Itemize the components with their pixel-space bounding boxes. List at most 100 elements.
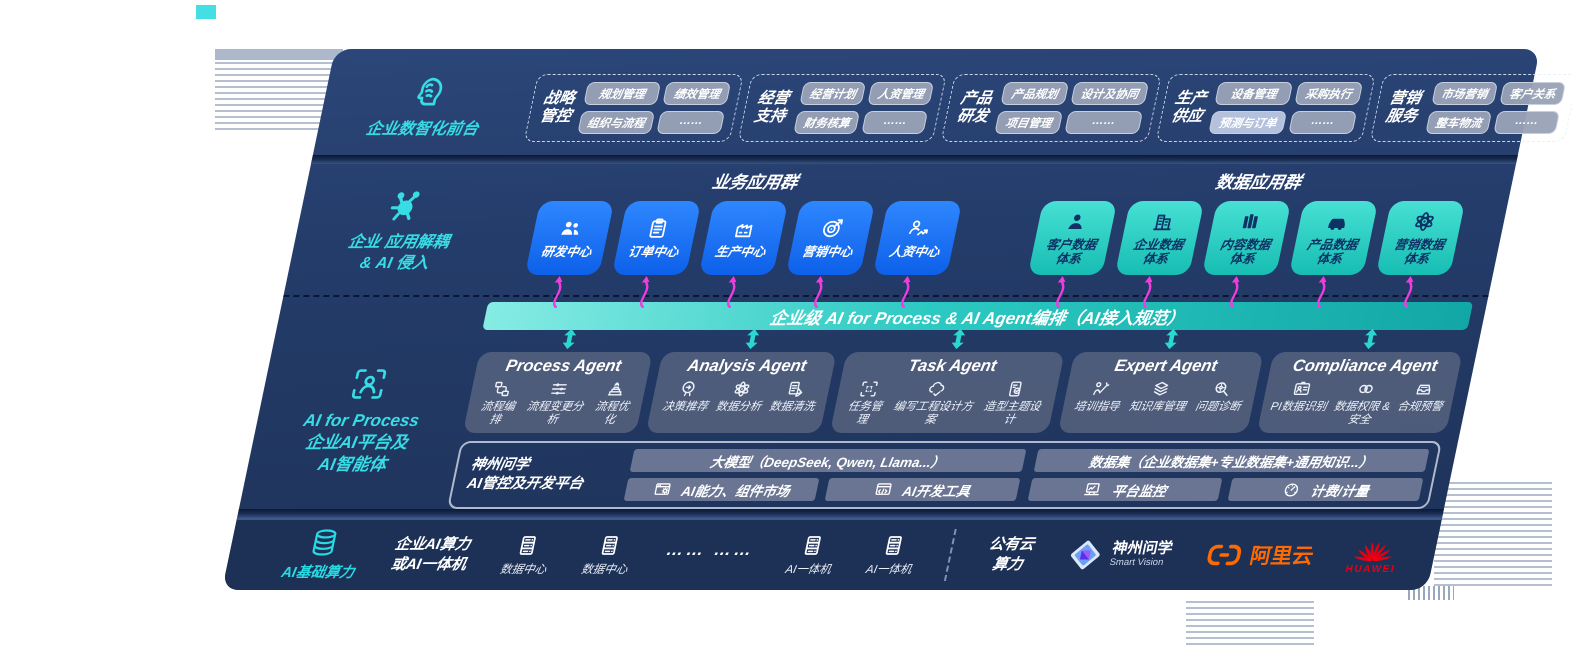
clipboard-icon	[643, 216, 673, 241]
aliyun-name: 阿里云	[1247, 544, 1316, 568]
node-label: AI一体机	[864, 563, 913, 576]
ai-appliance-node: AI一体机	[784, 533, 839, 577]
agent-title: Process Agent	[504, 357, 623, 376]
stripe-decor-bar	[215, 49, 343, 60]
tile-label: 研发中心	[539, 245, 593, 260]
agent-item-label: 数据分析	[714, 401, 763, 414]
hr-growth-icon	[904, 216, 934, 241]
tile-order-center: 订单中心	[611, 200, 702, 308]
compute-layer: AI基础算力 企业AI算力 或AI一体机 数据中心 数据中心 …… …… AI一…	[222, 517, 1443, 590]
main-panel: 企业数智化前台 战略管控 规划管理 绩效管理 组织与流程 …… 经营支持 经营计…	[222, 49, 1572, 590]
tile-customer-data: 客户数据体系	[1028, 200, 1118, 308]
stripe-decor-right	[1434, 482, 1552, 588]
content-bars-icon	[1235, 209, 1265, 234]
chip: 经营计划	[799, 82, 867, 106]
layer-separator	[311, 155, 1518, 164]
platform-name-line1: 神州问学	[469, 456, 531, 473]
chip: 设备管理	[1214, 82, 1293, 106]
magenta-arrow	[726, 275, 737, 308]
chip: 整车物流	[1425, 111, 1492, 135]
group-strategy: 战略管控 规划管理 绩效管理 组织与流程 ……	[523, 74, 745, 143]
tile-label: 企业数据体系	[1131, 238, 1185, 267]
agent-title: Task Agent	[906, 357, 999, 376]
magenta-arrow	[1317, 275, 1327, 308]
chip: 客户关系	[1499, 82, 1566, 106]
dataset-bar-label: 数据集（企业数据集+专业数据集+通用知识...）	[1087, 454, 1375, 470]
flow-icon	[490, 379, 514, 399]
label-zh1: 企业AI平台及	[303, 433, 410, 453]
server-icon	[594, 533, 624, 558]
huawei-petals-icon	[1354, 541, 1392, 561]
monitor-chart-icon	[1081, 480, 1104, 499]
magenta-arrow	[639, 275, 650, 308]
agent-item-label: 编写工程设计方案	[892, 401, 974, 426]
target-icon	[817, 216, 847, 241]
front-office-rail: 企业数智化前台	[316, 75, 538, 141]
tile-marketing-center: 营销中心	[785, 200, 876, 308]
tile-label: 订单中心	[626, 245, 680, 260]
teal-updown-arrow	[562, 329, 576, 350]
tile-label: 营销数据体系	[1392, 238, 1446, 267]
label-zh2: AI智能体	[316, 455, 389, 475]
cloud-line2: 算力	[990, 555, 1025, 573]
orchestration-zone: 企业级 AI for Process & AI Agent编排（AI接入规范）	[276, 295, 1489, 332]
agents-row: Process Agent 流程编排 流程变更分析 流程优化 Analysis …	[462, 329, 1463, 434]
agent-title: Analysis Agent	[685, 357, 809, 376]
agent-item-label: 问题诊断	[1194, 401, 1242, 414]
public-cloud-label: 公有云 算力	[983, 535, 1036, 574]
datacenter-node: 数据中心	[580, 533, 635, 577]
server-icon	[879, 533, 909, 558]
group-name: 经营支持	[752, 89, 791, 126]
magenta-arrow	[1230, 275, 1240, 308]
group-operation: 经营支持 经营计划 人资管理 财务核算 ……	[737, 74, 948, 143]
group-marketing: 营销服务 市场营销 客户关系 整车物流 ……	[1369, 74, 1572, 143]
app-decouple-rail: 企业 应用解耦 & AI 侵入	[284, 168, 519, 296]
teal-square-decor	[196, 5, 216, 19]
doc-clean-icon	[784, 379, 808, 399]
chip: 市场营销	[1431, 82, 1498, 106]
chip: 人资管理	[867, 82, 935, 106]
magnify-gear-icon	[1210, 379, 1234, 399]
ai-market-cell: AI能力、组件市场	[623, 478, 820, 502]
enterprise-compute-label: 企业AI算力 或AI一体机	[389, 535, 472, 574]
data-group-title: 数据应用群	[1213, 172, 1303, 192]
team-icon	[556, 216, 586, 241]
agent-title: Compliance Agent	[1291, 357, 1440, 376]
agent-item-label: 数据权限 & 安全	[1332, 401, 1392, 426]
chip: 绩效管理	[662, 82, 732, 106]
ai-tools-label: AI开发工具	[900, 483, 972, 499]
chip: 项目管理	[994, 111, 1064, 135]
agent-item-label: 知识库管理	[1127, 401, 1187, 414]
group-name: 战略管控	[538, 89, 577, 126]
ellipsis: …… ……	[664, 539, 757, 559]
alert-tray-icon	[1412, 379, 1436, 399]
agent-item-label: 任务管理	[846, 401, 884, 426]
stack-optimize-icon	[604, 379, 628, 399]
tile-marketing-data: 营销数据体系	[1376, 200, 1466, 308]
chip: ……	[1064, 111, 1143, 135]
ai-appliance-node: AI一体机	[865, 533, 920, 577]
enterprise-line1: 企业AI算力	[393, 536, 472, 554]
magenta-arrow	[813, 275, 824, 308]
agent-item-label: PI数据识别	[1269, 401, 1328, 414]
ai-platform-layer: AI for Process 企业AI平台及 AI智能体 Process Age…	[239, 329, 1481, 510]
chip-highlight: 预测与订单	[1208, 111, 1287, 135]
node-label: AI一体机	[784, 563, 833, 576]
factory-icon	[730, 216, 760, 241]
node-label: 数据中心	[498, 563, 548, 576]
layers-icon	[1149, 379, 1173, 399]
diamond-logo-icon	[1070, 540, 1100, 570]
tile-rnd-center: 研发中心	[524, 200, 615, 308]
tile-content-data: 内容数据体系	[1202, 200, 1292, 308]
tile-label: 营销中心	[800, 245, 854, 260]
compute-label: AI基础算力	[279, 565, 356, 582]
platform-name-line2: AI管控及开发平台	[465, 476, 585, 493]
tile-hr-center: 人资中心	[872, 200, 963, 308]
user-icon	[1061, 209, 1091, 234]
analysis-agent-card: Analysis Agent 决策推荐 数据分析 数据清洗	[646, 329, 837, 434]
monitor-cell: 平台监控	[1027, 478, 1223, 502]
label-en: AI for Process	[301, 411, 421, 431]
database-icon	[305, 527, 342, 558]
tile-label: 内容数据体系	[1218, 238, 1272, 267]
